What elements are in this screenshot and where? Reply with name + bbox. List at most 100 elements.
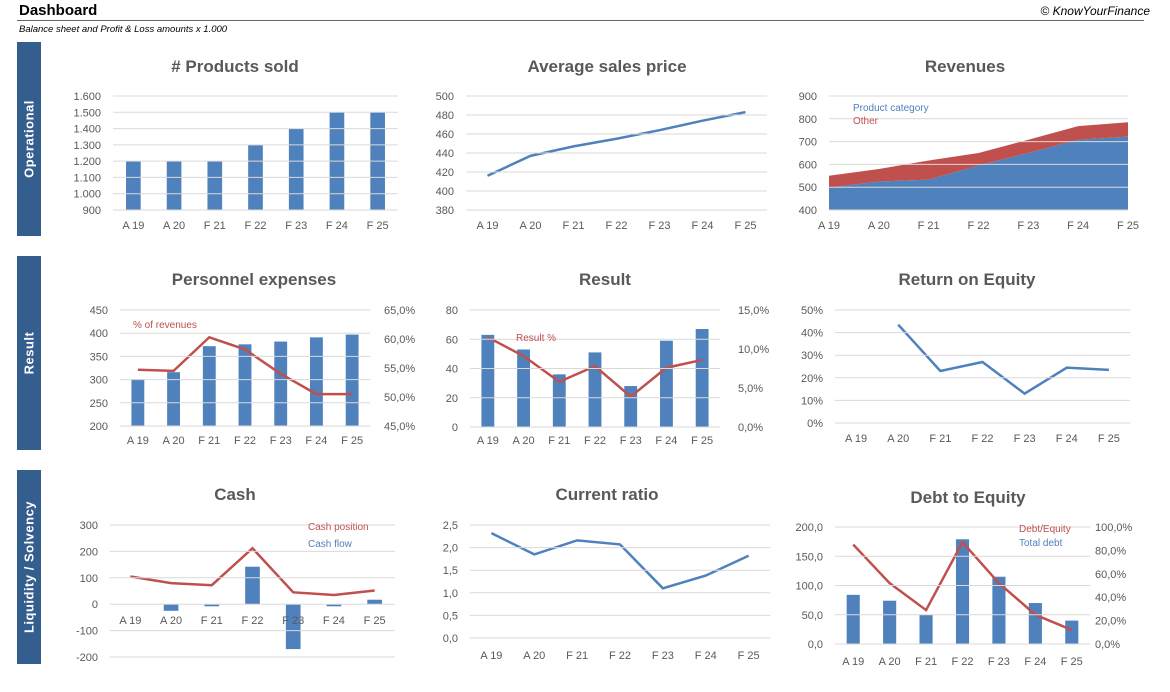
y-tick-label: 900 [799, 91, 817, 103]
legend-label: Cash position [308, 522, 369, 533]
x-tick-label: A 19 [818, 220, 840, 232]
chart-title: Current ratio [556, 485, 659, 504]
y-tick-label: 1,5 [443, 565, 458, 577]
bar [167, 372, 180, 426]
y-tick-label: 1.100 [73, 172, 101, 184]
y-tick-label: 500 [436, 91, 454, 103]
x-tick-label: A 19 [122, 220, 144, 232]
y2-tick-label: 5,0% [738, 383, 763, 395]
y-tick-label: 40% [801, 328, 823, 340]
x-tick-label: F 21 [918, 220, 940, 232]
y-tick-label: 1.600 [73, 91, 101, 103]
x-tick-label: F 23 [1017, 220, 1039, 232]
legend-label: Result % [516, 333, 556, 344]
bar [166, 161, 182, 210]
x-tick-label: A 20 [163, 220, 185, 232]
chart-title: Personnel expenses [172, 270, 336, 289]
y-tick-label: 50,0 [802, 610, 823, 622]
y-tick-label: -200 [76, 652, 98, 664]
y-tick-label: 40 [446, 364, 458, 376]
y-tick-label: 20% [801, 373, 823, 385]
x-tick-label: F 25 [1117, 220, 1139, 232]
bar [955, 539, 970, 644]
chart-5 [897, 323, 1110, 396]
bar [588, 352, 602, 427]
section-liquidity: Liquidity / Solvency [17, 470, 41, 664]
x-tick-label: F 23 [1014, 433, 1036, 445]
y-tick-label: 80 [446, 305, 458, 317]
y-tick-label: 200 [80, 546, 98, 558]
legend-label: Other [853, 116, 879, 127]
chart-title: Average sales price [527, 57, 686, 76]
x-tick-label: F 25 [1061, 656, 1083, 668]
line-series [486, 110, 746, 177]
y-tick-label: 10% [801, 395, 823, 407]
x-tick-label: F 23 [652, 650, 674, 662]
x-tick-label: F 25 [364, 615, 386, 627]
x-tick-label: A 20 [163, 435, 185, 447]
x-tick-label: F 24 [1056, 433, 1078, 445]
x-tick-label: F 21 [201, 615, 223, 627]
x-tick-label: F 22 [605, 220, 627, 232]
legend-label: % of revenues [133, 320, 197, 331]
x-tick-label: F 22 [951, 656, 973, 668]
chart-title: Return on Equity [899, 270, 1036, 289]
bar [883, 600, 897, 644]
page-subtitle: Balance sheet and Profit & Loss amounts … [19, 24, 228, 35]
bar [310, 337, 323, 426]
section-result: Result [17, 256, 41, 450]
y2-tick-label: 60,0% [1095, 569, 1126, 581]
x-tick-label: A 20 [519, 220, 541, 232]
y-tick-label: 0 [452, 422, 458, 434]
chart-title: # Products sold [171, 57, 299, 76]
x-tick-label: A 19 [476, 220, 498, 232]
y-tick-label: 2,5 [443, 520, 458, 532]
y-tick-label: 300 [90, 375, 108, 387]
header-divider [17, 20, 1144, 21]
area-1 [829, 122, 1128, 188]
y-tick-label: 600 [799, 159, 817, 171]
x-tick-label: A 20 [523, 650, 545, 662]
x-tick-label: A 19 [480, 650, 502, 662]
y2-tick-label: 60,0% [384, 334, 415, 346]
x-tick-label: A 19 [845, 433, 867, 445]
y2-tick-label: 45,0% [384, 421, 415, 433]
y-tick-label: 150,0 [795, 551, 823, 563]
y-tick-label: 0,5 [443, 610, 458, 622]
x-tick-label: A 19 [842, 656, 864, 668]
y-tick-label: 60 [446, 334, 458, 346]
y-tick-label: 100,0 [795, 581, 823, 593]
y-tick-label: -100 [76, 626, 98, 638]
bar [126, 161, 141, 210]
chart-6 [130, 546, 382, 650]
x-tick-label: F 23 [648, 220, 670, 232]
bar [846, 594, 860, 644]
y-tick-label: 450 [90, 305, 108, 317]
x-tick-label: F 22 [609, 650, 631, 662]
y-tick-label: 400 [799, 205, 817, 217]
x-tick-label: F 23 [282, 615, 304, 627]
y-tick-label: 1.300 [73, 140, 101, 152]
y-tick-label: 100 [80, 573, 98, 585]
chart-title: Debt to Equity [910, 488, 1026, 507]
y-tick-label: 700 [799, 137, 817, 149]
y-tick-label: 0,0 [443, 633, 458, 645]
page-title: Dashboard [19, 2, 98, 19]
y-tick-label: 380 [436, 205, 454, 217]
legend-label: Cash flow [308, 539, 353, 550]
x-tick-label: F 24 [323, 615, 345, 627]
y2-tick-label: 0,0% [1095, 639, 1120, 651]
bar [481, 334, 495, 427]
y-tick-label: 1,0 [443, 588, 458, 600]
y-tick-label: 460 [436, 129, 454, 141]
bar [367, 599, 382, 605]
y-tick-label: 1.200 [73, 156, 101, 168]
x-tick-label: F 24 [691, 220, 713, 232]
x-tick-label: A 20 [879, 656, 901, 668]
bar [345, 334, 359, 426]
legend-label: Total debt [1019, 538, 1063, 549]
bar [1065, 620, 1079, 644]
y-tick-label: 300 [80, 520, 98, 532]
y2-tick-label: 65,0% [384, 305, 415, 317]
x-tick-label: F 21 [915, 656, 937, 668]
